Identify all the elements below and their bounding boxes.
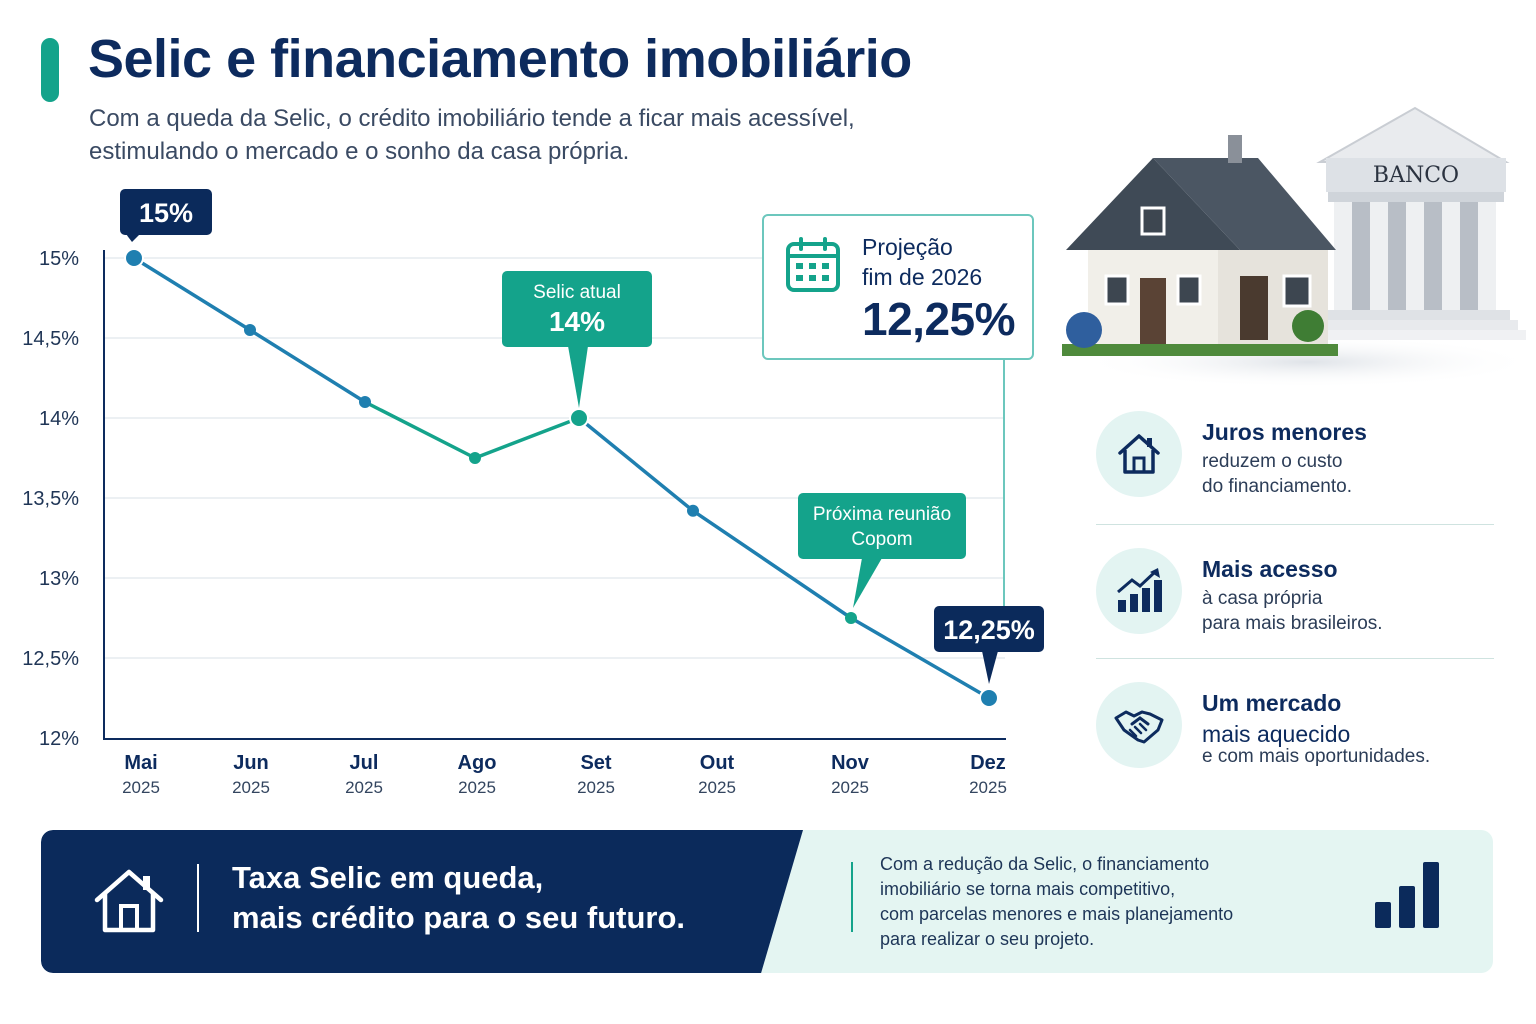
callout-pointer: [853, 558, 882, 608]
callout-box: [934, 606, 1044, 652]
banner-headline: Taxa Selic em queda, mais crédito para o…: [232, 860, 686, 935]
callout-label: Próxima reunião: [813, 504, 951, 525]
x-tick-month: Jun: [233, 752, 269, 774]
data-point: [845, 612, 857, 624]
x-tick-year: 2025: [345, 778, 383, 797]
x-tick-month: Dez: [970, 752, 1006, 774]
x-tick-year: 2025: [122, 778, 160, 797]
callout-pointer: [568, 346, 588, 408]
house-and-bank-illustration: BANCO: [1062, 106, 1536, 388]
house-icon: [1118, 434, 1160, 474]
callout-box: [798, 493, 966, 559]
page-title: Selic e financiamento imobiliário: [88, 29, 912, 89]
callout-box: [502, 271, 652, 347]
projection-value: 12,25%: [862, 293, 1016, 345]
benefit-title: Um mercado: [1202, 690, 1342, 716]
callout-value: 15%: [139, 198, 193, 228]
benefit-text: à casa própria para mais brasileiros.: [1202, 588, 1383, 634]
callout-label: Selic atual: [533, 282, 621, 303]
page-subtitle: Com a queda da Selic, o crédito imobiliá…: [89, 105, 855, 165]
y-tick-label: 13,5%: [22, 488, 79, 510]
house-icon: [94, 869, 164, 933]
benefit-divider: [1096, 658, 1494, 659]
x-tick-year: 2025: [698, 778, 736, 797]
banner-text-accent: [851, 862, 853, 932]
callout-pointer: [126, 234, 140, 242]
series-line-segment: [473, 416, 581, 460]
bank-building: BANCO: [1306, 106, 1526, 340]
x-tick-month: Set: [580, 752, 611, 774]
benefit-mais-acesso: Mais acesso à casa própria para mais bra…: [1096, 548, 1496, 658]
benefit-title: Mais acesso: [1202, 556, 1338, 582]
series-line-segment: [849, 616, 991, 700]
callout-pointer: [982, 651, 998, 684]
data-point: [569, 408, 589, 428]
banner-separator: [197, 864, 199, 932]
benefit-text: reduzem o custo do financiamento.: [1202, 451, 1352, 497]
benefit-mercado-aquecido: Um mercado mais aquecido e com mais opor…: [1096, 682, 1496, 792]
bottom-banner: Taxa Selic em queda, mais crédito para o…: [41, 830, 1493, 973]
growth-chart-icon: [1117, 568, 1162, 612]
banner-navy-panel: [41, 830, 803, 973]
series-line-segment: [248, 328, 367, 404]
house: [1062, 135, 1338, 356]
series-line-segment: [132, 256, 252, 332]
selic-line-chart: 15% 14,5% 14% 13,5% 13% 12,5% 12% Mai 2025 Jun 202…: [22, 189, 1044, 797]
benefit-text: e com mais oportunidades.: [1202, 746, 1431, 767]
title-accent-bar: [41, 38, 59, 102]
data-point: [124, 248, 144, 268]
callout-box: [120, 189, 212, 235]
x-tick-year: 2025: [969, 778, 1007, 797]
x-tick-month: Nov: [831, 752, 870, 774]
callout-value: Copom: [851, 529, 912, 550]
x-tick-month: Ago: [458, 752, 497, 774]
y-tick-label: 15%: [39, 248, 79, 270]
callout-value: 14%: [549, 306, 605, 337]
series-line-segment: [691, 509, 853, 620]
data-point: [359, 396, 371, 408]
y-tick-label: 13%: [39, 568, 79, 590]
x-tick-year: 2025: [232, 778, 270, 797]
x-tick-year: 2025: [831, 778, 869, 797]
calendar-icon: [786, 237, 840, 292]
benefit-subtitle: mais aquecido: [1202, 721, 1351, 747]
x-tick-month: Jul: [350, 752, 379, 774]
y-tick-label: 12%: [39, 728, 79, 750]
x-tick-year: 2025: [458, 778, 496, 797]
benefit-icon-circle: [1096, 548, 1182, 634]
x-tick-month: Out: [700, 752, 735, 774]
benefit-icon-circle: [1096, 682, 1182, 768]
benefit-juros-menores: Juros menores reduzem o custo do financi…: [1096, 411, 1496, 521]
series-line-segment: [577, 416, 695, 513]
y-tick-label: 14,5%: [22, 328, 79, 350]
benefit-icon-circle: [1096, 411, 1182, 497]
bank-sign: BANCO: [1373, 163, 1459, 188]
handshake-icon: [1114, 710, 1164, 744]
x-tick-month: Mai: [124, 752, 157, 774]
y-tick-label: 14%: [39, 408, 79, 430]
data-point: [469, 452, 481, 464]
data-point: [979, 688, 999, 708]
callout-value: 12,25%: [943, 615, 1035, 645]
benefit-title: Juros menores: [1202, 419, 1367, 445]
y-tick-label: 12,5%: [22, 648, 79, 670]
x-tick-year: 2025: [577, 778, 615, 797]
data-point: [244, 324, 256, 336]
data-point: [687, 504, 699, 517]
bar-chart-icon: [1375, 862, 1439, 928]
projection-card: Projeção fim de 2026 12,25%: [762, 214, 1034, 360]
projection-label: Projeção fim de 2026: [862, 234, 983, 290]
benefit-divider: [1096, 524, 1494, 525]
banner-text: Com a redução da Selic, o financiamento …: [880, 854, 1234, 949]
series-line-segment: [363, 400, 477, 460]
